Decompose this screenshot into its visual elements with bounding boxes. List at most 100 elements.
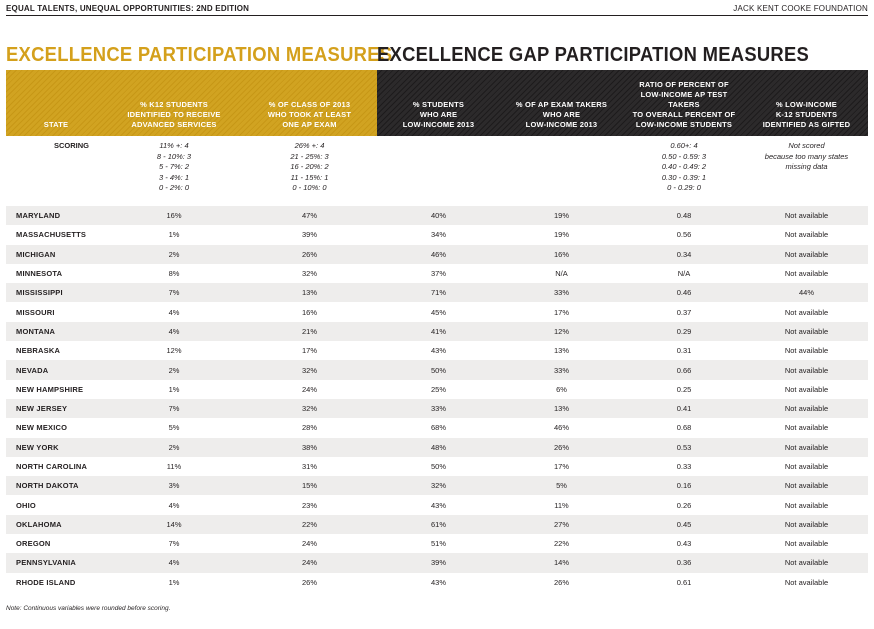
ap-exam-cell: 32% [301, 404, 317, 414]
ratio-cell: 0.66 [676, 365, 692, 375]
low-income-gifted-cell: Not available [784, 577, 829, 587]
header-rule [6, 15, 868, 16]
ap-exam-cell: 21% [301, 326, 317, 336]
ratio-cell: 0.53 [676, 442, 692, 452]
low-income-students-cell: 43% [430, 500, 446, 510]
low-income-ap-takers-cell: 33% [553, 288, 569, 298]
low-income-students-cell: 71% [430, 288, 446, 298]
table-row: OREGON 7% 24% 51% 22% 0.43 Not available [6, 534, 868, 553]
table-row: MONTANA 4% 21% 41% 12% 0.29 Not available [6, 321, 868, 342]
low-income-gifted-cell: Not available [784, 269, 829, 279]
low-income-gifted-cell: Not available [784, 519, 829, 529]
ap-exam-cell: 32% [301, 269, 317, 279]
table-row: OKLAHOMA 14% 22% 61% 27% 0.45 Not available [6, 514, 868, 535]
table-row: NORTH DAKOTA 3% 15% 32% 5% 0.16 Not available [6, 476, 868, 496]
low-income-ap-takers-cell: 33% [553, 365, 569, 375]
ap-exam-cell: 16% [301, 307, 317, 317]
low-income-students-cell: 68% [430, 423, 446, 433]
ratio-cell: 0.56 [676, 230, 692, 240]
participation-header-band: STATE % K12 STUDENTS IDENTIFIED TO RECEI… [6, 70, 377, 136]
low-income-ap-takers-cell: 16% [553, 249, 569, 259]
scoring-advanced-services: 11% +: 4 8 - 10%: 3 5 - 7%: 2 3 - 4%: 1 … [156, 141, 192, 192]
table-row: MARYLAND 16% 47% 40% 19% 0.48 Not available [6, 206, 868, 226]
advanced-services-cell: 2% [168, 442, 180, 452]
low-income-ap-takers-cell: 6% [556, 384, 567, 394]
ap-exam-cell: 23% [301, 500, 317, 510]
advanced-services-cell: 7% [168, 404, 180, 414]
scoring-label: SCORING [54, 141, 90, 150]
column-header-ap-exam: % OF CLASS OF 2013 WHO TOOK AT LEAST ONE… [267, 100, 352, 129]
low-income-students-cell: 61% [430, 519, 446, 529]
ratio-cell: 0.41 [676, 404, 692, 414]
running-header: EQUAL TALENTS, UNEQUAL OPPORTUNITIES: 2N… [6, 0, 868, 16]
low-income-students-cell: 25% [430, 384, 446, 394]
low-income-gifted-cell: Not available [784, 249, 829, 259]
table-row: MICHIGAN 2% 26% 46% 16% 0.34 Not available [6, 244, 868, 264]
advanced-services-cell: 1% [168, 577, 180, 587]
ap-exam-cell: 24% [301, 558, 317, 568]
state-cell: MISSOURI [16, 307, 55, 317]
ratio-cell: 0.68 [676, 423, 692, 433]
low-income-gifted-cell: Not available [784, 211, 829, 221]
ap-exam-cell: 15% [301, 481, 317, 491]
low-income-ap-takers-cell: 5% [556, 481, 567, 491]
column-header-low-income-students: % STUDENTS WHO ARE LOW-INCOME 2013 [402, 100, 475, 129]
advanced-services-cell: 16% [166, 211, 182, 221]
low-income-students-cell: 43% [430, 346, 446, 356]
low-income-students-cell: 45% [430, 307, 446, 317]
ap-exam-cell: 22% [301, 519, 317, 529]
low-income-ap-takers-cell: 27% [553, 519, 569, 529]
low-income-ap-takers-cell: 26% [553, 442, 569, 452]
state-cell: MISSISSIPPI [16, 288, 63, 298]
scoring-row: SCORING 11% +: 4 8 - 10%: 3 5 - 7%: 2 3 … [6, 141, 868, 201]
low-income-gifted-cell: Not available [784, 481, 829, 491]
state-cell: NEBRASKA [16, 346, 61, 356]
ap-exam-cell: 26% [301, 577, 317, 587]
state-cell: NEW JERSEY [16, 404, 68, 414]
advanced-services-cell: 2% [168, 365, 180, 375]
ratio-cell: 0.33 [676, 462, 692, 471]
low-income-students-cell: 41% [430, 326, 446, 336]
low-income-gifted-cell: Not available [784, 384, 829, 394]
gap-section-title: EXCELLENCE GAP PARTICIPATION MEASURES [377, 44, 810, 66]
table-row: MISSOURI 4% 16% 45% 17% 0.37 Not available [6, 302, 868, 321]
low-income-ap-takers-cell: N/A [555, 269, 568, 279]
gap-header-band: % STUDENTS WHO ARE LOW-INCOME 2013 % OF … [377, 70, 868, 136]
low-income-students-cell: 39% [430, 558, 446, 568]
scoring-low-income-students [377, 141, 500, 201]
ap-exam-cell: 38% [301, 442, 317, 452]
table-row: NEVADA 2% 32% 50% 33% 0.66 Not available [6, 360, 868, 380]
table-row: NEBRASKA 12% 17% 43% 13% 0.31 Not available [6, 341, 868, 360]
low-income-ap-takers-cell: 11% [554, 500, 569, 510]
low-income-ap-takers-cell: 13% [553, 346, 569, 356]
ap-exam-cell: 24% [301, 539, 317, 549]
ap-exam-cell: 47% [301, 211, 317, 221]
advanced-services-cell: 7% [168, 539, 180, 549]
ratio-cell: 0.26 [676, 500, 692, 510]
table-row: MISSISSIPPI 7% 13% 71% 33% 0.46 44% [6, 283, 868, 303]
ratio-cell: 0.43 [676, 539, 692, 549]
advanced-services-cell: 14% [166, 519, 182, 529]
advanced-services-cell: 4% [168, 558, 180, 568]
ap-exam-cell: 13% [301, 288, 317, 298]
low-income-students-cell: 50% [430, 462, 446, 471]
foundation-name: JACK KENT COOKE FOUNDATION [733, 4, 868, 13]
low-income-ap-takers-cell: 17% [553, 462, 569, 471]
low-income-students-cell: 33% [430, 404, 446, 414]
advanced-services-cell: 5% [168, 423, 180, 433]
ratio-cell: 0.36 [676, 558, 692, 568]
ratio-cell: 0.48 [676, 211, 692, 221]
low-income-ap-takers-cell: 14% [553, 558, 569, 568]
ap-exam-cell: 28% [301, 423, 317, 433]
low-income-ap-takers-cell: 17% [553, 307, 569, 317]
table-row: MINNESOTA 8% 32% 37% N/A N/A Not available [6, 264, 868, 283]
low-income-ap-takers-cell: 22% [553, 539, 569, 549]
participation-section-title: EXCELLENCE PARTICIPATION MEASURES [6, 44, 393, 66]
state-cell: PENNSYLVANIA [16, 558, 77, 568]
low-income-gifted-cell: Not available [784, 230, 829, 240]
state-cell: RHODE ISLAND [16, 577, 76, 587]
table-row: RHODE ISLAND 1% 26% 43% 26% 0.61 Not available [6, 573, 868, 592]
ratio-cell: 0.37 [676, 307, 692, 317]
low-income-students-cell: 40% [430, 211, 446, 221]
ap-exam-cell: 32% [301, 365, 317, 375]
